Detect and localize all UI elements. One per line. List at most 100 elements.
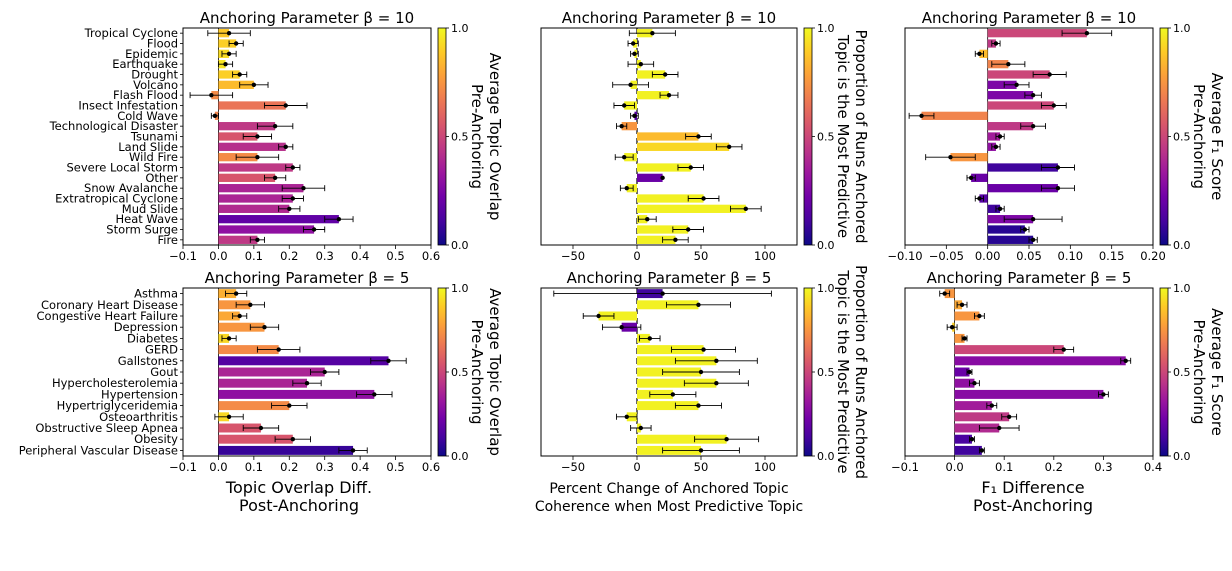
- plot-frame: [540, 287, 798, 457]
- point: [1101, 392, 1106, 397]
- x-tick-label: 0.5: [386, 460, 404, 474]
- point: [386, 358, 391, 363]
- point: [624, 185, 629, 191]
- category-label: Epidemic: [125, 47, 178, 61]
- point: [662, 72, 668, 77]
- category-label: Land Slide: [118, 140, 178, 154]
- plot-frame: [904, 27, 1154, 246]
- point: [311, 227, 317, 232]
- colorbar-tick-label: 0.0: [817, 450, 835, 463]
- bar: [954, 311, 980, 321]
- point: [301, 185, 306, 191]
- bar: [954, 345, 1064, 355]
- category-label: Earthquake: [112, 57, 178, 71]
- point: [1061, 347, 1066, 352]
- plot-frame: [540, 27, 798, 246]
- bar: [218, 389, 375, 399]
- point: [967, 369, 972, 375]
- point: [287, 206, 292, 212]
- bar: [987, 29, 1087, 38]
- bar: [637, 91, 669, 100]
- point: [645, 216, 650, 222]
- bar: [954, 412, 1010, 422]
- point: [290, 196, 296, 201]
- colorbar: [437, 27, 447, 246]
- point: [977, 313, 982, 319]
- bar: [954, 445, 982, 455]
- point: [993, 144, 999, 150]
- bar: [218, 367, 325, 377]
- x-tick-label: 0.1: [995, 460, 1013, 474]
- point: [638, 61, 644, 67]
- colorbar-tick-label: 0.0: [817, 239, 835, 252]
- chart-title: Anchoring Parameter β = 10: [562, 9, 776, 27]
- point: [622, 103, 627, 108]
- x-tick-label: 0.3: [316, 460, 334, 474]
- point: [237, 72, 242, 77]
- bar: [218, 80, 254, 89]
- colorbar-tick-label: 1.0: [1173, 282, 1191, 295]
- colorbar-tick-label: 0.5: [817, 366, 835, 379]
- point: [714, 358, 719, 363]
- category-label: Congestive Heart Failure: [37, 309, 178, 323]
- point: [226, 51, 232, 57]
- point: [714, 381, 719, 386]
- colorbar-label: Proportion of Runs AnchoredTopic is the …: [834, 265, 870, 479]
- category-label: Coronary Heart Disease: [41, 298, 178, 312]
- bar: [637, 235, 676, 244]
- colorbar-label: Average F₁ ScorePre-Anchoring: [1190, 308, 1226, 436]
- bar: [218, 434, 293, 444]
- point: [972, 381, 977, 386]
- category-label: Snow Avalanche: [84, 181, 178, 195]
- category-label: Hypercholesterolemia: [52, 376, 178, 390]
- point: [1014, 82, 1019, 88]
- point: [290, 437, 296, 442]
- point: [968, 175, 974, 181]
- point: [949, 325, 955, 330]
- chart-panel-1: Anchoring Parameter β = 10 Tropical Cyclo…: [49, 9, 504, 263]
- point: [969, 437, 975, 442]
- chart-panel-3: Anchoring Parameter β = 10−0.10 −0.05 0.00…: [887, 9, 1226, 263]
- point: [724, 437, 729, 442]
- x-tick-label: 0.20: [1140, 249, 1166, 263]
- bar: [218, 322, 265, 332]
- chart-panel-6: Anchoring Parameter β = 5 −0.1 0.0 0.1 0.2 0.…: [891, 269, 1226, 474]
- point: [251, 82, 257, 88]
- colorbar-tick-label: 1.0: [451, 22, 469, 35]
- x-tick-label: 0.3: [1094, 460, 1112, 474]
- point: [686, 227, 691, 232]
- bar: [218, 378, 307, 388]
- chart-panel-2: Anchoring Parameter β = 10 −50 0 50 100 0.0 0.…: [540, 9, 870, 263]
- x-tick-label: −0.1: [891, 460, 919, 474]
- bar: [218, 173, 276, 182]
- bar: [218, 345, 279, 355]
- bar: [954, 401, 992, 411]
- plot-frame: [182, 27, 432, 246]
- bar: [987, 163, 1058, 172]
- category-label: Technological Disaster: [49, 119, 179, 133]
- point: [372, 392, 377, 397]
- point: [977, 196, 982, 201]
- category-label: Depression: [114, 320, 178, 334]
- colorbar-tick-label: 1.0: [817, 22, 835, 35]
- category-label: Obesity: [134, 432, 178, 446]
- point: [650, 30, 655, 36]
- point: [272, 175, 278, 181]
- x-tick-label: −50: [561, 460, 585, 474]
- point: [237, 313, 242, 319]
- point: [596, 313, 601, 319]
- category-label: Hypertension: [101, 387, 178, 401]
- colorbar: [803, 287, 813, 457]
- category-label: Flash Flood: [113, 88, 178, 102]
- colorbar-label: Proportion of Runs AnchoredTopic is the …: [834, 29, 870, 243]
- bar: [954, 423, 1000, 433]
- x-tick-label: −0.1: [169, 460, 197, 474]
- bar: [637, 194, 704, 203]
- bar: [218, 445, 354, 455]
- category-label: Osteoarthritis: [99, 410, 178, 424]
- category-label: Other: [145, 171, 178, 185]
- colorbar-tick-label: 0.5: [1173, 131, 1191, 144]
- colorbar: [1159, 27, 1169, 246]
- point: [1055, 165, 1061, 170]
- point: [209, 92, 214, 98]
